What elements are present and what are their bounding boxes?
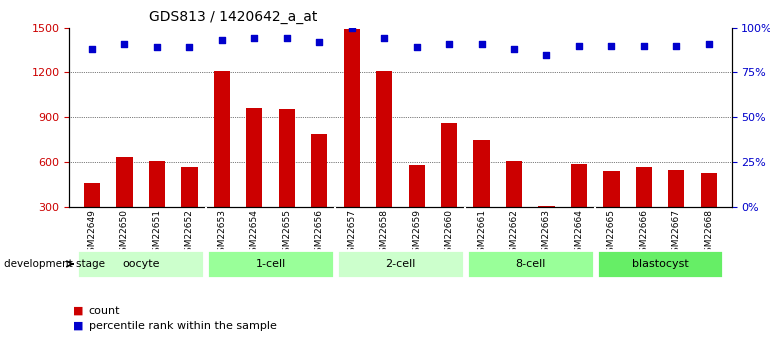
Text: GSM22668: GSM22668	[705, 209, 713, 258]
Text: development stage: development stage	[4, 259, 105, 269]
Text: GSM22663: GSM22663	[542, 209, 551, 258]
Point	[151, 45, 163, 50]
FancyBboxPatch shape	[78, 250, 204, 278]
Text: GSM22658: GSM22658	[380, 209, 389, 258]
Bar	[376, 71, 392, 252]
Text: GSM22662: GSM22662	[510, 209, 518, 258]
Text: ■: ■	[73, 321, 84, 331]
Text: GSM22665: GSM22665	[607, 209, 616, 258]
Point	[346, 25, 358, 30]
Point	[541, 52, 553, 57]
Point	[638, 43, 650, 48]
Point	[119, 41, 131, 47]
Text: GSM22656: GSM22656	[315, 209, 323, 258]
Bar	[311, 134, 327, 252]
Point	[216, 37, 228, 43]
Bar	[538, 206, 554, 252]
FancyBboxPatch shape	[467, 250, 594, 278]
Point	[702, 41, 715, 47]
Bar	[506, 161, 522, 252]
Text: GSM22651: GSM22651	[152, 209, 162, 258]
Point	[443, 41, 455, 47]
Point	[410, 45, 423, 50]
Point	[475, 41, 487, 47]
Text: GDS813 / 1420642_a_at: GDS813 / 1420642_a_at	[149, 10, 317, 24]
Text: GSM22652: GSM22652	[185, 209, 194, 258]
Point	[313, 39, 326, 45]
Point	[508, 46, 521, 52]
Text: ■: ■	[73, 306, 84, 315]
Text: GSM22664: GSM22664	[574, 209, 584, 258]
Text: GSM22660: GSM22660	[444, 209, 454, 258]
Point	[248, 36, 260, 41]
Point	[670, 43, 682, 48]
Bar	[409, 165, 425, 252]
Text: GSM22655: GSM22655	[283, 209, 291, 258]
Text: 1-cell: 1-cell	[256, 259, 286, 269]
Bar	[343, 29, 360, 252]
Bar	[181, 167, 198, 252]
Text: 8-cell: 8-cell	[515, 259, 545, 269]
Text: oocyte: oocyte	[122, 259, 159, 269]
Text: GSM22657: GSM22657	[347, 209, 357, 258]
Bar	[116, 157, 132, 252]
Point	[378, 36, 390, 41]
Bar	[474, 140, 490, 252]
Point	[573, 43, 585, 48]
Bar	[603, 171, 620, 252]
Bar	[246, 108, 263, 252]
Bar	[571, 164, 587, 252]
Bar	[441, 123, 457, 252]
Text: GSM22666: GSM22666	[639, 209, 648, 258]
Point	[280, 36, 293, 41]
Text: 2-cell: 2-cell	[385, 259, 416, 269]
Point	[183, 45, 196, 50]
Text: GSM22650: GSM22650	[120, 209, 129, 258]
Text: percentile rank within the sample: percentile rank within the sample	[89, 321, 276, 331]
Text: GSM22667: GSM22667	[671, 209, 681, 258]
Bar	[214, 71, 230, 252]
Text: GSM22661: GSM22661	[477, 209, 486, 258]
Point	[605, 43, 618, 48]
Text: GSM22654: GSM22654	[249, 209, 259, 258]
Text: count: count	[89, 306, 120, 315]
Bar	[636, 167, 652, 252]
Bar	[701, 172, 717, 252]
FancyBboxPatch shape	[207, 250, 334, 278]
Text: GSM22649: GSM22649	[88, 209, 96, 258]
Point	[86, 46, 99, 52]
Bar	[279, 109, 295, 252]
FancyBboxPatch shape	[337, 250, 464, 278]
Text: GSM22653: GSM22653	[217, 209, 226, 258]
Bar	[84, 183, 100, 252]
Text: blastocyst: blastocyst	[631, 259, 688, 269]
Bar	[149, 161, 165, 252]
Bar	[668, 170, 685, 252]
FancyBboxPatch shape	[597, 250, 723, 278]
Text: GSM22659: GSM22659	[412, 209, 421, 258]
